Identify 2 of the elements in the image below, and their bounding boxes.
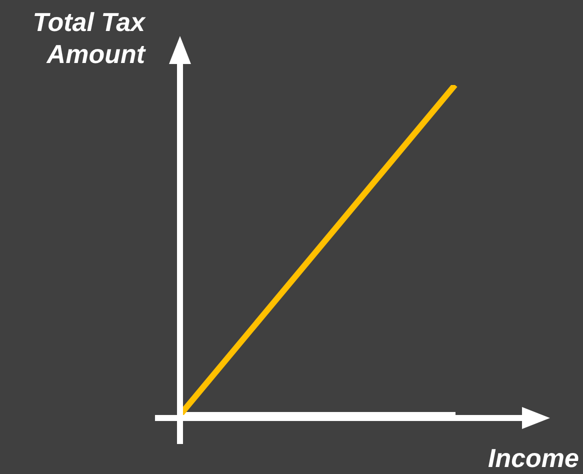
x-axis-title: Income — [488, 442, 579, 474]
y-axis-title: Total Tax Amount — [32, 6, 145, 70]
